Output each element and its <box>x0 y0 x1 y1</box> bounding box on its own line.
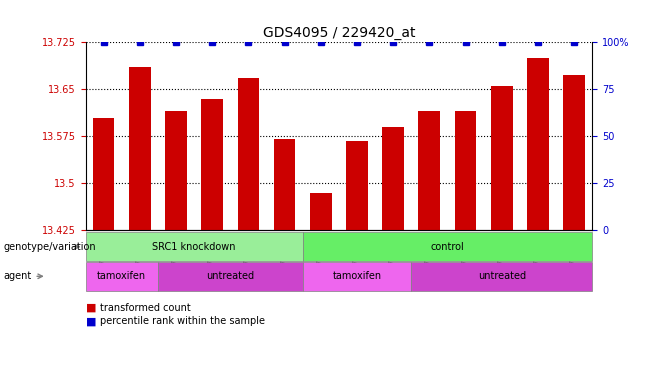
Text: percentile rank within the sample: percentile rank within the sample <box>100 316 265 326</box>
Text: control: control <box>430 242 465 252</box>
Text: ■: ■ <box>86 303 96 313</box>
Text: SRC1 knockdown: SRC1 knockdown <box>153 242 236 252</box>
Bar <box>418 111 440 230</box>
Text: untreated: untreated <box>206 271 255 281</box>
Text: transformed count: transformed count <box>100 303 191 313</box>
Bar <box>310 193 332 230</box>
Bar <box>382 127 404 230</box>
Bar <box>491 86 513 230</box>
Bar <box>563 76 585 230</box>
Bar <box>93 118 114 230</box>
Text: tamoxifen: tamoxifen <box>97 271 146 281</box>
Bar <box>129 67 151 230</box>
Bar <box>527 58 549 230</box>
Bar <box>274 139 295 230</box>
Text: untreated: untreated <box>478 271 526 281</box>
Bar <box>201 99 223 230</box>
Text: agent: agent <box>3 271 32 281</box>
Bar <box>455 111 476 230</box>
Bar <box>346 141 368 230</box>
Title: GDS4095 / 229420_at: GDS4095 / 229420_at <box>263 26 415 40</box>
Bar <box>165 111 187 230</box>
Text: tamoxifen: tamoxifen <box>332 271 382 281</box>
Text: ■: ■ <box>86 316 96 326</box>
Bar <box>238 78 259 230</box>
Text: genotype/variation: genotype/variation <box>3 242 96 252</box>
